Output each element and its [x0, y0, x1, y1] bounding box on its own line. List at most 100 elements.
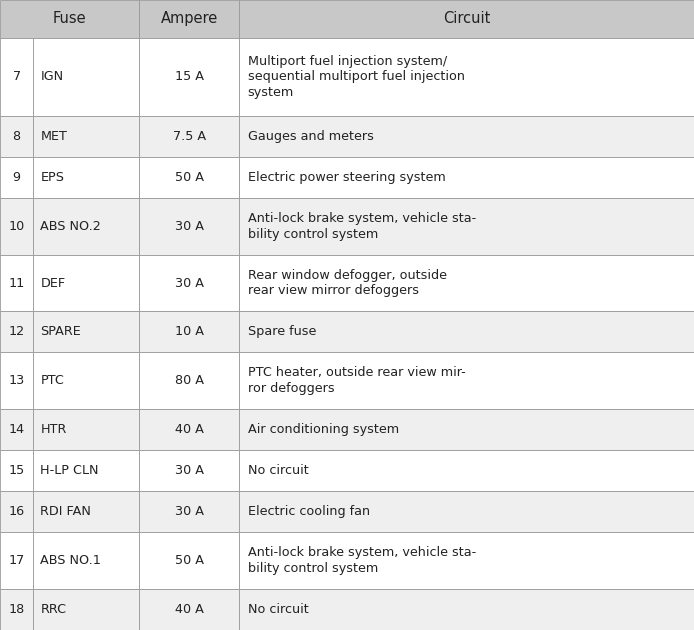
Bar [239, 255, 694, 311]
Text: Anti-lock brake system, vehicle sta-
bility control system: Anti-lock brake system, vehicle sta- bil… [248, 546, 476, 575]
Text: 8: 8 [12, 130, 21, 143]
Bar [0, 198, 33, 255]
Text: 15: 15 [8, 464, 25, 477]
Bar [139, 38, 239, 116]
Text: 40 A: 40 A [175, 603, 203, 616]
Bar [0, 532, 33, 589]
Text: 17: 17 [8, 554, 25, 567]
Bar [139, 409, 239, 450]
Bar [239, 198, 694, 255]
Bar [239, 353, 694, 409]
Bar [139, 198, 239, 255]
Bar [0, 158, 33, 198]
Text: Gauges and meters: Gauges and meters [248, 130, 373, 143]
Text: PTC: PTC [40, 374, 64, 387]
Bar [33, 409, 139, 450]
Bar [33, 38, 139, 116]
Text: 40 A: 40 A [175, 423, 203, 436]
Bar [0, 491, 33, 532]
Text: MET: MET [40, 130, 67, 143]
Text: 30 A: 30 A [175, 277, 203, 290]
Text: ABS NO.1: ABS NO.1 [40, 554, 101, 567]
Text: 80 A: 80 A [175, 374, 203, 387]
Text: 10 A: 10 A [175, 326, 203, 338]
Bar [0, 409, 33, 450]
Text: 18: 18 [8, 603, 25, 616]
Bar [139, 0, 239, 38]
Text: 7: 7 [12, 71, 21, 83]
Bar [139, 158, 239, 198]
Bar [33, 255, 139, 311]
Bar [0, 38, 33, 116]
Text: 15 A: 15 A [175, 71, 203, 83]
Text: 50 A: 50 A [175, 171, 203, 185]
Text: Electric power steering system: Electric power steering system [248, 171, 446, 185]
Text: 13: 13 [8, 374, 25, 387]
Bar [139, 255, 239, 311]
Text: No circuit: No circuit [248, 603, 309, 616]
Bar [33, 353, 139, 409]
Text: PTC heater, outside rear view mir-
ror defoggers: PTC heater, outside rear view mir- ror d… [248, 367, 466, 395]
Text: Electric cooling fan: Electric cooling fan [248, 505, 370, 518]
Text: 16: 16 [8, 505, 25, 518]
Bar [33, 589, 139, 630]
Bar [239, 0, 694, 38]
Text: RDI FAN: RDI FAN [40, 505, 91, 518]
Bar [139, 532, 239, 589]
Bar [239, 38, 694, 116]
Text: Fuse: Fuse [53, 11, 86, 26]
Bar [239, 450, 694, 491]
Bar [33, 532, 139, 589]
Bar [0, 311, 33, 353]
Bar [0, 255, 33, 311]
Bar [0, 116, 33, 158]
Bar [139, 311, 239, 353]
Bar [33, 116, 139, 158]
Text: 14: 14 [8, 423, 25, 436]
Text: 30 A: 30 A [175, 505, 203, 518]
Text: DEF: DEF [40, 277, 65, 290]
Bar [239, 589, 694, 630]
Bar [33, 311, 139, 353]
Text: ABS NO.2: ABS NO.2 [40, 220, 101, 233]
Text: IGN: IGN [40, 71, 63, 83]
Bar [139, 450, 239, 491]
Bar [239, 311, 694, 353]
Text: 11: 11 [8, 277, 25, 290]
Text: H-LP CLN: H-LP CLN [40, 464, 99, 477]
Text: 30 A: 30 A [175, 220, 203, 233]
Text: EPS: EPS [40, 171, 65, 185]
Text: 30 A: 30 A [175, 464, 203, 477]
Text: Anti-lock brake system, vehicle sta-
bility control system: Anti-lock brake system, vehicle sta- bil… [248, 212, 476, 241]
Bar [239, 116, 694, 158]
Bar [0, 450, 33, 491]
Bar [33, 491, 139, 532]
Text: No circuit: No circuit [248, 464, 309, 477]
Text: Air conditioning system: Air conditioning system [248, 423, 399, 436]
Text: Circuit: Circuit [443, 11, 491, 26]
Bar [0, 589, 33, 630]
Text: 12: 12 [8, 326, 25, 338]
Text: RRC: RRC [40, 603, 67, 616]
Bar [33, 450, 139, 491]
Text: Spare fuse: Spare fuse [248, 326, 316, 338]
Text: 9: 9 [12, 171, 21, 185]
Bar [139, 353, 239, 409]
Bar [139, 589, 239, 630]
Text: HTR: HTR [40, 423, 67, 436]
Text: 50 A: 50 A [175, 554, 203, 567]
Text: SPARE: SPARE [40, 326, 81, 338]
Text: Ampere: Ampere [160, 11, 218, 26]
Bar [239, 409, 694, 450]
Bar [0, 353, 33, 409]
Text: Multiport fuel injection system/
sequential multiport fuel injection
system: Multiport fuel injection system/ sequent… [248, 55, 465, 99]
Text: Rear window defogger, outside
rear view mirror defoggers: Rear window defogger, outside rear view … [248, 269, 447, 297]
Bar [33, 158, 139, 198]
Text: 7.5 A: 7.5 A [173, 130, 205, 143]
Bar [139, 491, 239, 532]
Bar [239, 491, 694, 532]
Bar [239, 532, 694, 589]
Bar [239, 158, 694, 198]
Bar [0, 0, 139, 38]
Bar [139, 116, 239, 158]
